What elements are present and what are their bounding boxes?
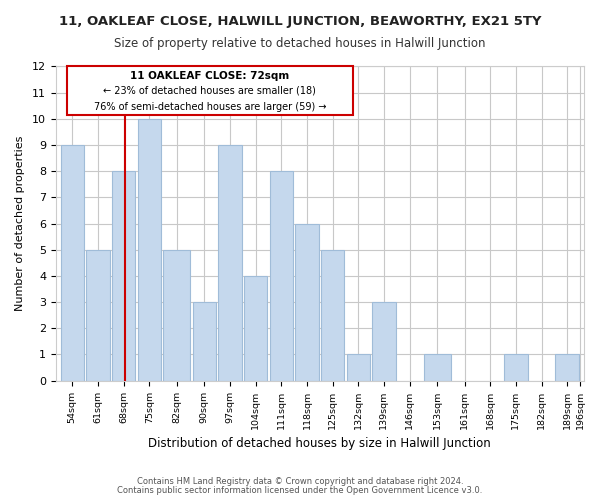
Text: Contains public sector information licensed under the Open Government Licence v3: Contains public sector information licen… [118, 486, 482, 495]
Text: 76% of semi-detached houses are larger (59) →: 76% of semi-detached houses are larger (… [94, 102, 326, 112]
Bar [372, 302, 395, 380]
Bar [269, 171, 293, 380]
Y-axis label: Number of detached properties: Number of detached properties [15, 136, 25, 311]
Bar [86, 250, 110, 380]
Bar [112, 171, 136, 380]
Bar [137, 119, 161, 380]
Text: Size of property relative to detached houses in Halwill Junction: Size of property relative to detached ho… [114, 38, 486, 51]
Bar [61, 145, 84, 380]
Text: 11 OAKLEAF CLOSE: 72sqm: 11 OAKLEAF CLOSE: 72sqm [130, 70, 289, 81]
Bar [504, 354, 527, 380]
Text: 11, OAKLEAF CLOSE, HALWILL JUNCTION, BEAWORTHY, EX21 5TY: 11, OAKLEAF CLOSE, HALWILL JUNCTION, BEA… [59, 15, 541, 28]
Bar [218, 145, 242, 380]
Bar [193, 302, 216, 380]
Bar [321, 250, 344, 380]
Bar [295, 224, 319, 380]
X-axis label: Distribution of detached houses by size in Halwill Junction: Distribution of detached houses by size … [148, 437, 491, 450]
Bar [347, 354, 370, 380]
Bar [244, 276, 268, 380]
Text: ← 23% of detached houses are smaller (18): ← 23% of detached houses are smaller (18… [103, 85, 316, 95]
Bar [163, 250, 190, 380]
Text: Contains HM Land Registry data © Crown copyright and database right 2024.: Contains HM Land Registry data © Crown c… [137, 477, 463, 486]
Bar [556, 354, 579, 380]
Bar [424, 354, 451, 380]
FancyBboxPatch shape [67, 66, 353, 115]
